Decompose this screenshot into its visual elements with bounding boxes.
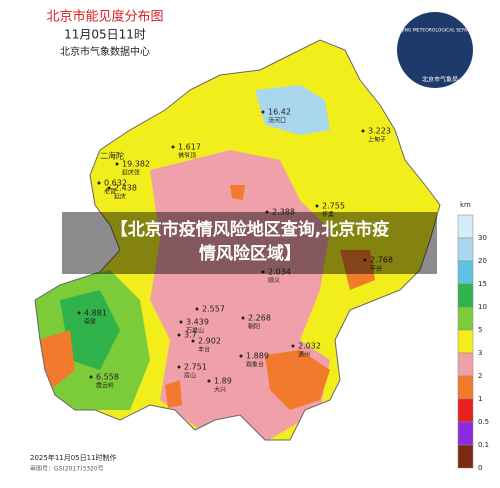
legend-label: 2 [478, 372, 482, 380]
station-name: 佛爷顶 [178, 152, 196, 160]
logo [397, 12, 473, 88]
banner-bg [62, 212, 437, 274]
legend-swatch [457, 283, 474, 308]
logo-name: 北京市气象局 [422, 76, 458, 84]
station-name: 朝阳 [248, 323, 260, 331]
station-dot [179, 320, 183, 324]
station-value: 2.768 [370, 256, 393, 265]
station-name: 延庆 [114, 193, 126, 201]
station-name: 延庆张 [122, 169, 140, 177]
station-name: 霞云岭 [96, 382, 114, 390]
station-name: 观象台 [246, 361, 264, 369]
station-dot [261, 270, 265, 274]
station-value: 2.902 [198, 337, 221, 346]
legend-label: 15 [478, 280, 487, 288]
banner-line: 【北京市疫情风险地区查询,北京市疫 [111, 219, 389, 240]
station-value: 3.439 [186, 318, 209, 327]
station-dot [261, 110, 265, 114]
station-dot [265, 210, 269, 214]
legend-swatch [457, 237, 474, 262]
station-name: 斋堂 [84, 318, 96, 326]
station-dot [89, 375, 93, 379]
station-value: 0.632 [104, 179, 127, 188]
legend-label: 5 [478, 326, 482, 334]
station-name: 石景山 [186, 327, 204, 335]
legend-label: 0.1 [478, 441, 489, 449]
station-dot [207, 379, 211, 383]
station-dot [195, 307, 199, 311]
station-value: 19.382 [122, 160, 150, 169]
station-dot [239, 354, 243, 358]
station-value: 4.881 [84, 309, 107, 318]
legend-swatch [457, 398, 474, 423]
legend-swatch [457, 306, 474, 331]
time: 11月05日11时 [64, 28, 146, 42]
station-dot [241, 316, 245, 320]
station-value: 2.032 [298, 342, 321, 351]
legend-swatch [457, 329, 474, 354]
station-dot [191, 339, 195, 343]
legend-swatch [457, 260, 474, 285]
logo-text: BEIJING METEOROLOGICAL SERVICE [395, 28, 476, 34]
station-name: 老营 [104, 188, 116, 196]
station-dot [115, 162, 119, 166]
station-value: 16.42 [268, 108, 291, 117]
station-dot [363, 258, 367, 262]
station-value: 1.617 [178, 143, 201, 152]
station-name: 大兴 [214, 386, 226, 394]
station-value: 2.438 [114, 184, 137, 193]
legend-swatch [457, 444, 474, 469]
legend-swatch [457, 421, 474, 446]
legend-label: 10 [478, 303, 487, 311]
legend-swatch [457, 352, 474, 377]
station-value: 2.751 [184, 363, 207, 372]
station-dot [291, 344, 295, 348]
station-dot [171, 145, 175, 149]
legend-label: 1 [478, 395, 482, 403]
legend-label: 30 [478, 234, 487, 242]
station-name: 汤河口 [268, 117, 286, 125]
station-dot [77, 311, 81, 315]
station-name: 怀柔 [322, 211, 334, 219]
footer-approval: 审图号：GS(2017)3320号 [30, 465, 104, 473]
source: 北京市气象数据中心 [60, 45, 150, 58]
legend-label: 0 [478, 464, 482, 472]
station-name: 平谷 [370, 265, 382, 273]
legend-label: 0.5 [478, 418, 489, 426]
station-value: 6.558 [96, 373, 119, 382]
station-name: 通州 [298, 351, 310, 359]
station-value: 2.268 [248, 314, 271, 323]
station-dot [315, 204, 319, 208]
station-dot [177, 365, 181, 369]
legend-unit: km [460, 201, 471, 209]
banner-line: 情风险区域】 [199, 243, 301, 264]
legend-swatch [457, 375, 474, 400]
station-name: 上甸子 [368, 136, 386, 144]
station-value: 2.557 [202, 305, 225, 314]
station-name: 丰台 [198, 346, 210, 354]
place-label: 二海陀 [100, 151, 124, 161]
station-dot [177, 333, 181, 337]
station-dot [97, 181, 101, 185]
station-name: 顺义 [268, 278, 280, 285]
station-value: 3.223 [368, 127, 391, 136]
station-value: 3.7 [184, 331, 197, 340]
station-value: 1.89 [214, 377, 232, 386]
station-dot [107, 186, 111, 190]
legend-swatch [457, 214, 474, 239]
station-value: 1.889 [246, 352, 269, 361]
station-value: 2.755 [322, 202, 345, 211]
station-value: 2.034 [268, 268, 291, 277]
station-dot [361, 129, 365, 133]
footer-made: 2025年11月05日11时制作 [30, 453, 117, 462]
legend-label: 3 [478, 349, 482, 357]
station-name: 房山 [184, 372, 196, 380]
legend-label: 20 [478, 257, 487, 265]
station-value: 2.388 [272, 208, 295, 217]
title: 北京市能见度分布图 [46, 9, 163, 25]
